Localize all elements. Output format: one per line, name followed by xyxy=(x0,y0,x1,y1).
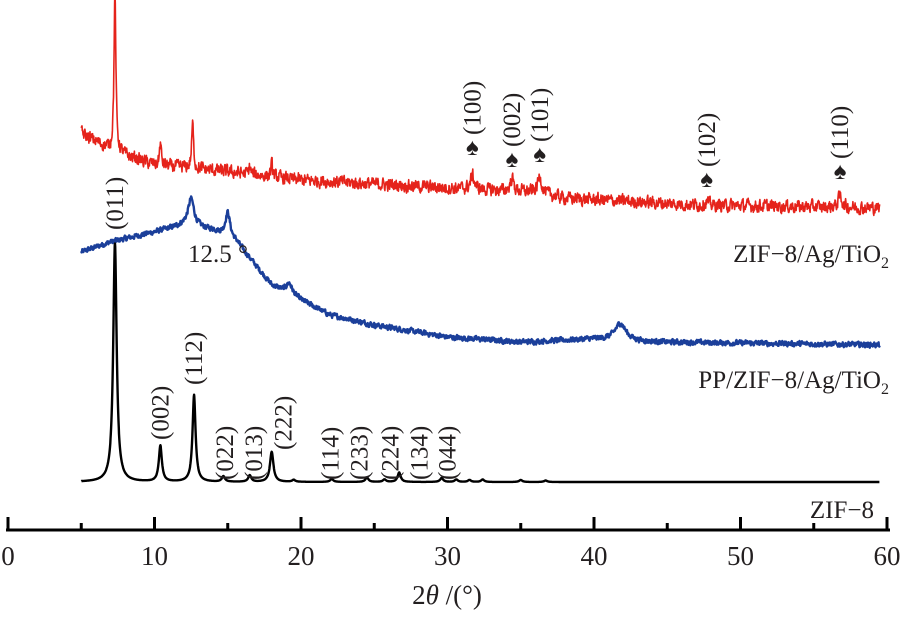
peak-label: (110) xyxy=(827,106,854,159)
x-tick-label: 30 xyxy=(434,541,461,571)
peak-annotation: (222) xyxy=(270,396,297,450)
spade-marker-icon: ♠ xyxy=(466,135,479,161)
peak-annotations: (011) (002) (112) (022) (013)(222) (114) (233)… xyxy=(102,81,854,480)
x-tick-label: 50 xyxy=(727,541,754,571)
series-label-subscript: 2 xyxy=(881,381,889,398)
x-axis: 0 10 20 30 40 50 60 xyxy=(1,517,900,571)
peak-label: (112) xyxy=(181,332,208,385)
series-label-pp-zif8-ag-tio2: PP/ZIF−8/Ag/TiO2 xyxy=(698,367,889,398)
x-tick-label: 20 xyxy=(288,541,315,571)
series-line-pp-zif-8-ag-tio2 xyxy=(80,195,881,349)
spade-marker-icon: ♠ xyxy=(506,147,519,173)
peak-annotation: (013) xyxy=(241,426,268,480)
peak-annotation: (022) xyxy=(212,426,239,480)
peak-annotation: ♠(110) xyxy=(827,106,854,185)
x-axis-label-suffix: /(°) xyxy=(439,580,482,610)
peak-annotation: (114) xyxy=(317,427,344,480)
peak-label: (002) xyxy=(499,93,526,147)
peak-label: (101) xyxy=(527,88,554,142)
series-label-zif8-ag-tio2: ZIF−8/Ag/TiO2 xyxy=(733,241,889,272)
spade-marker-icon: ♠ xyxy=(533,142,546,168)
peak-label: (224) xyxy=(377,426,404,480)
series-layer xyxy=(80,0,881,484)
peak-label: (222) xyxy=(270,396,297,450)
peak-label: (044) xyxy=(435,426,462,480)
peak-annotation: (224) xyxy=(377,426,404,480)
peak-annotation: (233) xyxy=(347,426,374,480)
series-line-zif-8 xyxy=(80,240,881,484)
x-tick-label: 40 xyxy=(581,541,608,571)
angle-annotation: 12.5 ° xyxy=(188,241,248,268)
peak-annotation: (002) xyxy=(147,386,174,440)
peak-label: (100) xyxy=(459,81,486,135)
peak-label: (102) xyxy=(694,113,721,167)
peak-annotation: (044) xyxy=(435,426,462,480)
x-axis-label-symbol: θ xyxy=(426,580,439,610)
peak-label: (114) xyxy=(317,427,344,480)
series-label-text: ZIF−8/Ag/TiO xyxy=(733,241,881,268)
x-axis-label-prefix: 2 xyxy=(412,580,426,610)
peak-annotation: ♠(100) xyxy=(459,81,486,161)
series-line-zif-8-ag-tio2 xyxy=(80,0,881,217)
peak-label: (013) xyxy=(241,426,268,480)
x-tick-label: 0 xyxy=(1,541,15,571)
x-axis-label: 2θ /(°) xyxy=(412,580,482,610)
series-label-text: PP/ZIF−8/Ag/TiO xyxy=(698,367,881,394)
series-label-subscript: 2 xyxy=(881,255,889,272)
x-tick-label: 60 xyxy=(874,541,900,571)
peak-annotation: ♠(002) xyxy=(499,93,526,173)
x-tick-label: 10 xyxy=(141,541,168,571)
series-label-zif8: ZIF−8 xyxy=(810,497,874,524)
peak-label: (022) xyxy=(212,426,239,480)
peak-annotation: (011) xyxy=(102,177,129,230)
peak-label: (002) xyxy=(147,386,174,440)
spade-marker-icon: ♠ xyxy=(834,159,847,185)
peak-annotation: ♠(101) xyxy=(527,88,554,168)
peak-annotation: (134) xyxy=(407,426,434,480)
peak-label: (134) xyxy=(407,426,434,480)
peak-label: (011) xyxy=(102,177,129,230)
peak-annotation: ♠(102) xyxy=(694,113,721,193)
peak-label: (233) xyxy=(347,426,374,480)
spade-marker-icon: ♠ xyxy=(700,167,713,193)
peak-annotation: (112) xyxy=(181,332,208,385)
